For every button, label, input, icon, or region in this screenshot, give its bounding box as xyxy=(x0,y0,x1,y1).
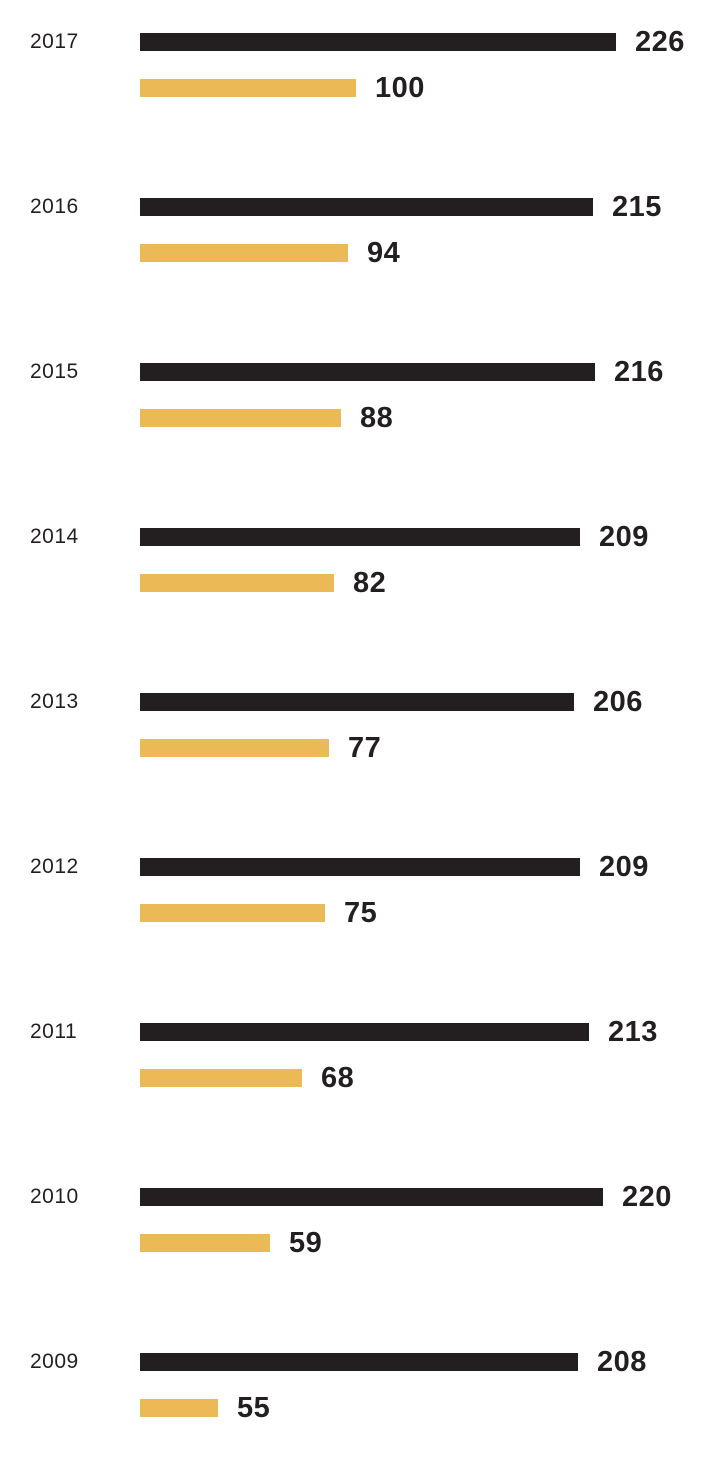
gold-bar-row: 94 xyxy=(140,237,719,269)
year-label: 2013 xyxy=(30,690,79,713)
year-label: 2010 xyxy=(30,1185,79,1208)
dark-bar-value: 216 xyxy=(614,356,664,388)
gold-bar xyxy=(140,79,356,97)
dark-bar-row: 209 xyxy=(140,521,719,553)
gold-bar xyxy=(140,244,348,262)
gold-bar-value: 77 xyxy=(348,732,382,764)
year-group-2015: 2015 216 88 xyxy=(0,356,719,434)
year-label: 2017 xyxy=(30,30,79,53)
year-group-2017: 2017 226 100 xyxy=(0,26,719,104)
dark-bar-value: 213 xyxy=(608,1016,658,1048)
dark-bar-value: 215 xyxy=(612,191,662,223)
year-group-2009: 2009 208 55 xyxy=(0,1346,719,1424)
dark-bar-value: 209 xyxy=(599,851,649,883)
gold-bar-value: 75 xyxy=(344,897,378,929)
dark-bar-value: 208 xyxy=(597,1346,647,1378)
dark-bar xyxy=(140,363,595,381)
gold-bar-value: 100 xyxy=(375,72,425,104)
gold-bar xyxy=(140,574,334,592)
gold-bar-row: 88 xyxy=(140,402,719,434)
dark-bar-value: 226 xyxy=(635,26,685,58)
gold-bar-value: 82 xyxy=(353,567,387,599)
gold-bar-row: 59 xyxy=(140,1227,719,1259)
dark-bar-row: 213 xyxy=(140,1016,719,1048)
dark-bar-row: 209 xyxy=(140,851,719,883)
dark-bar-row: 215 xyxy=(140,191,719,223)
dark-bar xyxy=(140,198,593,216)
gold-bar-row: 100 xyxy=(140,72,719,104)
year-label: 2009 xyxy=(30,1350,79,1373)
gold-bar-value: 88 xyxy=(360,402,394,434)
year-label: 2014 xyxy=(30,525,79,548)
year-group-2016: 2016 215 94 xyxy=(0,191,719,269)
dark-bar-row: 226 xyxy=(140,26,719,58)
gold-bar-row: 82 xyxy=(140,567,719,599)
dark-bar xyxy=(140,1023,589,1041)
year-group-2010: 2010 220 59 xyxy=(0,1181,719,1259)
dark-bar xyxy=(140,858,580,876)
year-label: 2012 xyxy=(30,855,79,878)
gold-bar xyxy=(140,739,329,757)
year-label: 2016 xyxy=(30,195,79,218)
gold-bar-row: 77 xyxy=(140,732,719,764)
gold-bar xyxy=(140,409,341,427)
dark-bar-value: 220 xyxy=(622,1181,672,1213)
year-group-2013: 2013 206 77 xyxy=(0,686,719,764)
gold-bar-row: 68 xyxy=(140,1062,719,1094)
year-group-2014: 2014 209 82 xyxy=(0,521,719,599)
gold-bar-value: 59 xyxy=(289,1227,323,1259)
year-label: 2015 xyxy=(30,360,79,383)
dark-bar-row: 206 xyxy=(140,686,719,718)
dark-bar-value: 206 xyxy=(593,686,643,718)
gold-bar-row: 55 xyxy=(140,1392,719,1424)
dark-bar-row: 216 xyxy=(140,356,719,388)
dark-bar xyxy=(140,33,616,51)
year-label: 2011 xyxy=(30,1020,78,1043)
gold-bar-value: 68 xyxy=(321,1062,355,1094)
dark-bar xyxy=(140,1188,603,1206)
gold-bar-value: 55 xyxy=(237,1392,271,1424)
dark-bar-row: 208 xyxy=(140,1346,719,1378)
year-group-2012: 2012 209 75 xyxy=(0,851,719,929)
dark-bar xyxy=(140,528,580,546)
dark-bar xyxy=(140,1353,578,1371)
dark-bar xyxy=(140,693,574,711)
year-group-2011: 2011 213 68 xyxy=(0,1016,719,1094)
dark-bar-value: 209 xyxy=(599,521,649,553)
gold-bar xyxy=(140,1399,218,1417)
gold-bar-row: 75 xyxy=(140,897,719,929)
gold-bar xyxy=(140,1234,270,1252)
gold-bar-value: 94 xyxy=(367,237,401,269)
dark-bar-row: 220 xyxy=(140,1181,719,1213)
gold-bar xyxy=(140,904,325,922)
gold-bar xyxy=(140,1069,302,1087)
